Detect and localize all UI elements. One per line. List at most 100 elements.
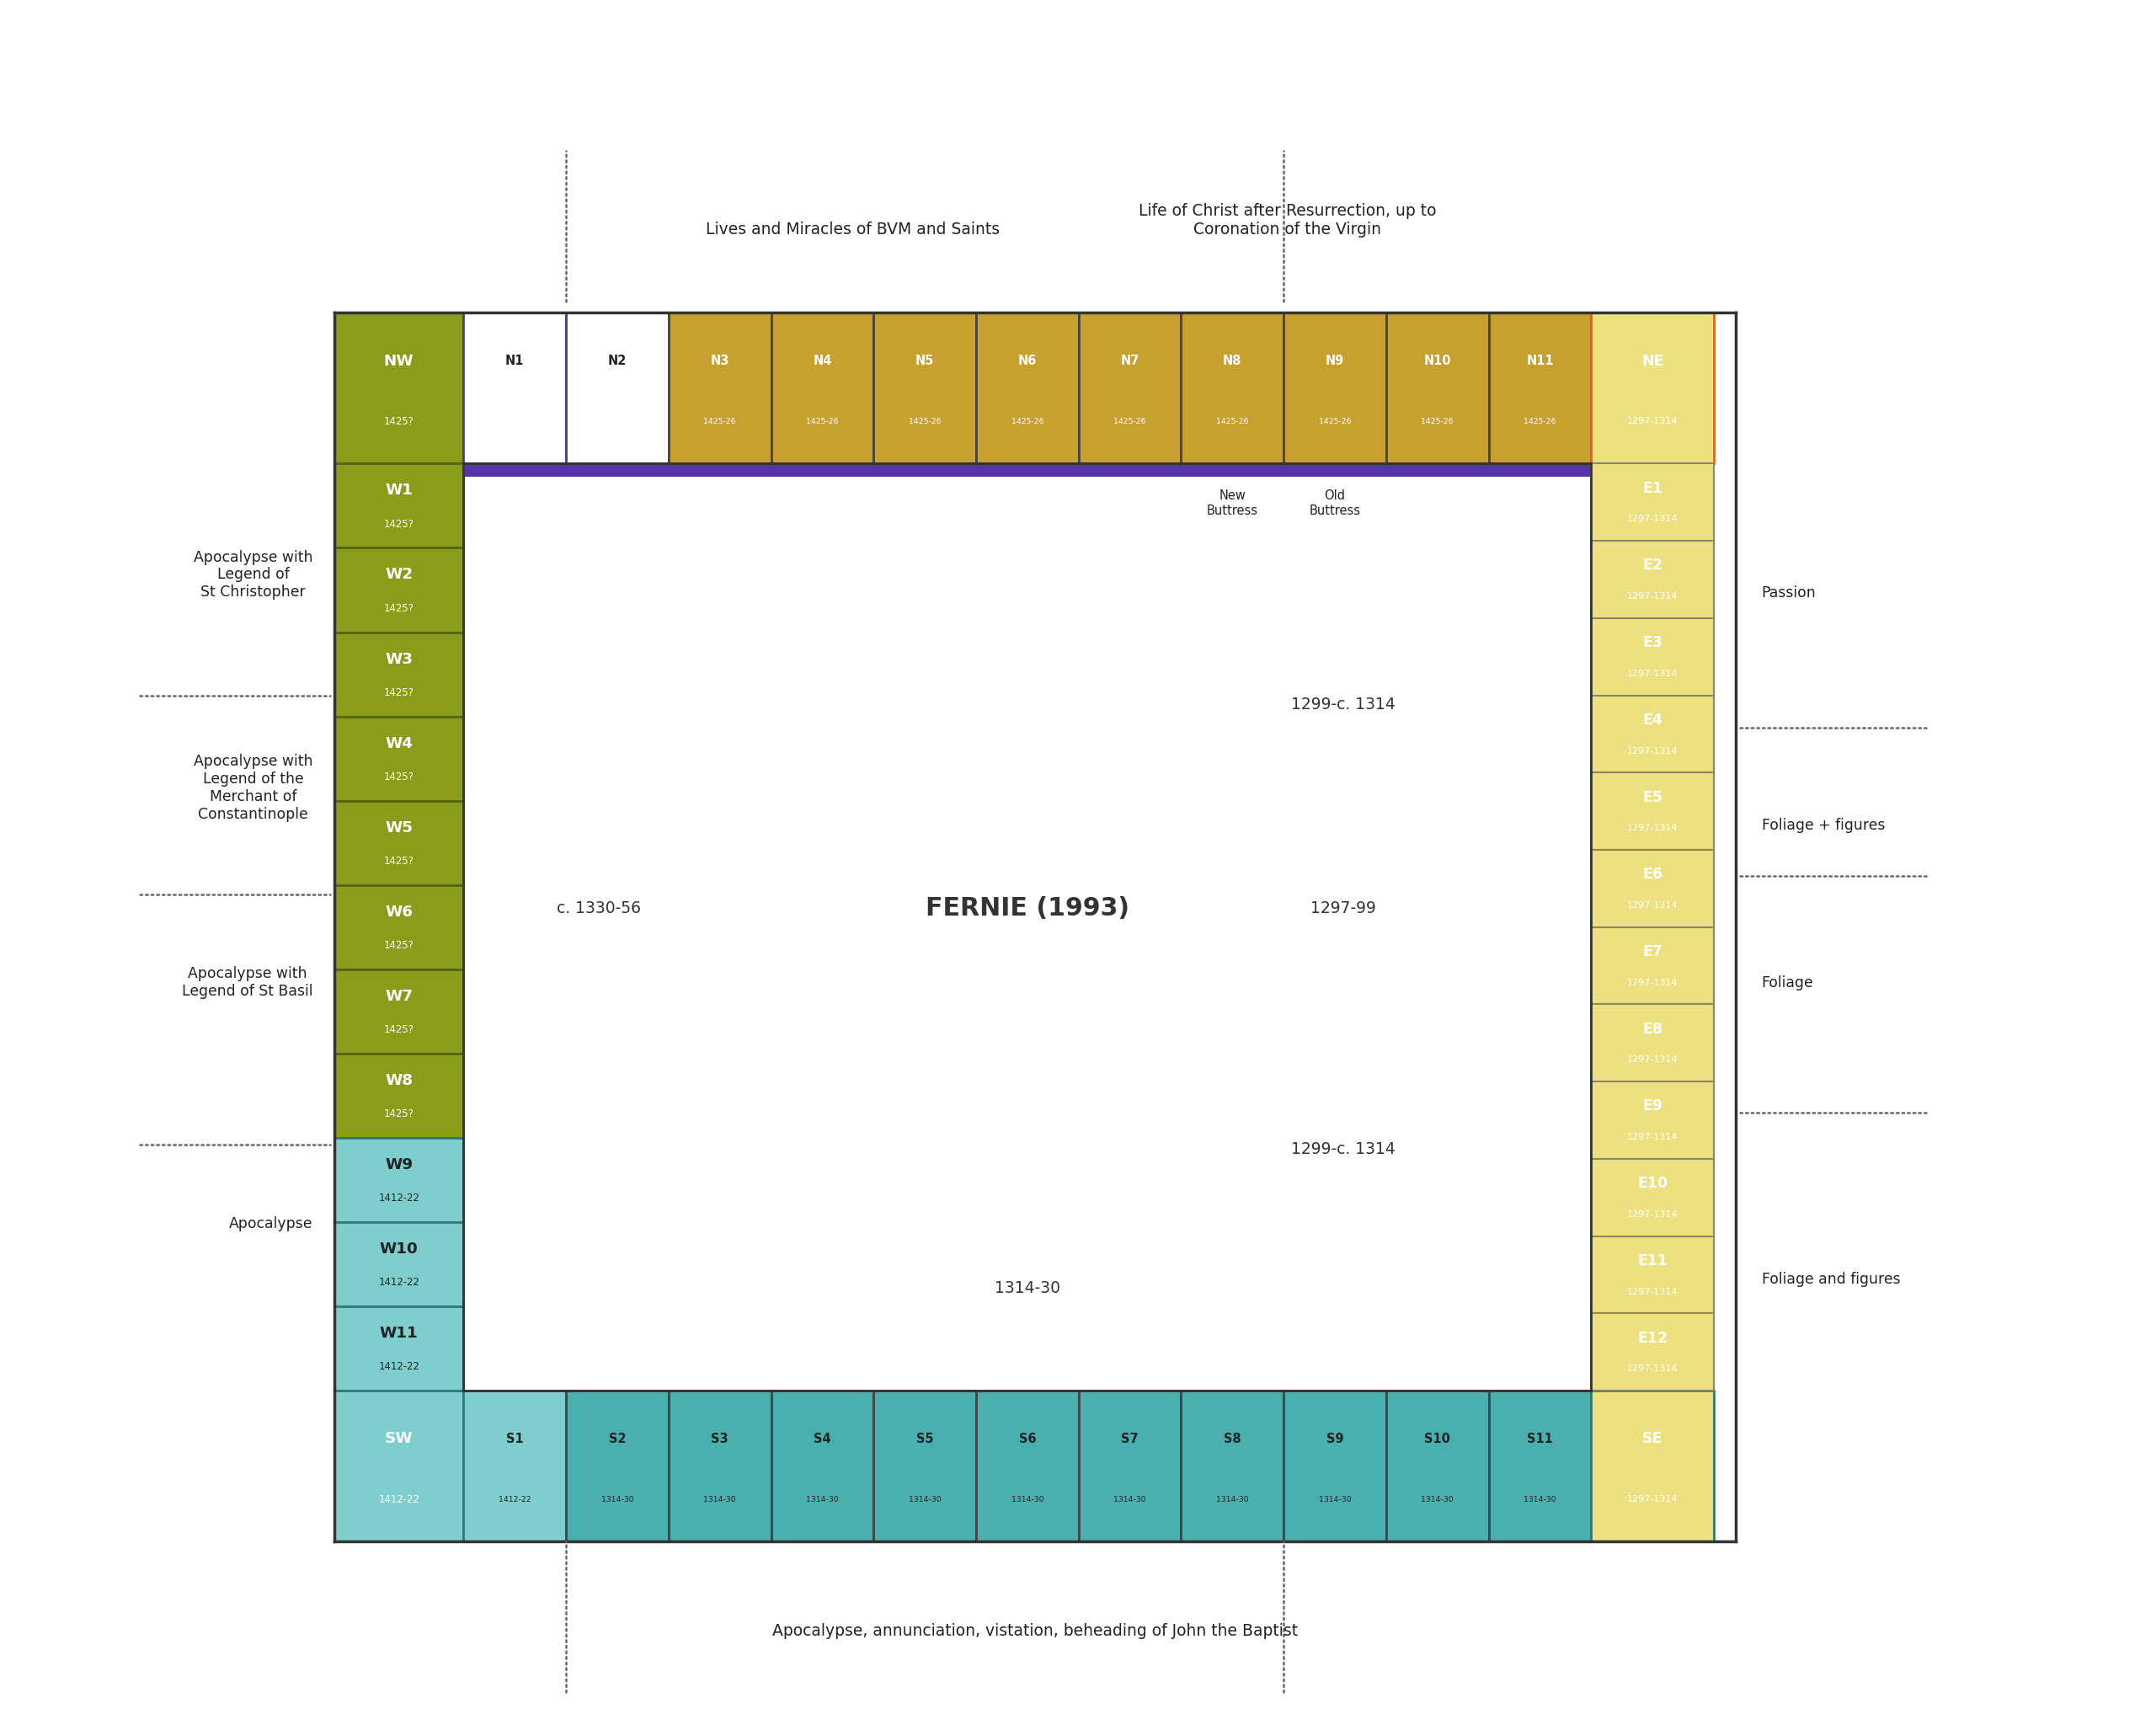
Text: Life of Christ after Resurrection, up to
Coronation of the Virgin: Life of Christ after Resurrection, up to… xyxy=(1138,202,1436,237)
Text: 1425-26: 1425-26 xyxy=(1216,418,1248,425)
Text: E4: E4 xyxy=(1643,713,1662,728)
Text: 1425?: 1425? xyxy=(384,519,414,530)
Text: Foliage + figures: Foliage + figures xyxy=(1761,818,1884,833)
Bar xyxy=(1591,927,1714,1004)
Text: E11: E11 xyxy=(1636,1253,1669,1268)
Text: W8: W8 xyxy=(386,1073,412,1088)
Bar xyxy=(1078,312,1181,463)
Text: Apocalypse with
Legend of the
Merchant of
Constantinople: Apocalypse with Legend of the Merchant o… xyxy=(194,754,313,823)
Text: E3: E3 xyxy=(1643,636,1662,650)
Text: W2: W2 xyxy=(386,567,412,583)
Text: Old
Buttress: Old Buttress xyxy=(1309,490,1360,516)
Text: S2: S2 xyxy=(608,1433,625,1445)
Text: E12: E12 xyxy=(1636,1330,1669,1345)
Bar xyxy=(1591,1390,1714,1541)
Text: 1299-c. 1314: 1299-c. 1314 xyxy=(1291,1142,1395,1157)
Text: 1425-26: 1425-26 xyxy=(1011,418,1044,425)
Text: 1425-26: 1425-26 xyxy=(806,418,839,425)
Text: 1297-1314: 1297-1314 xyxy=(1628,670,1677,679)
Text: 1314-30: 1314-30 xyxy=(994,1280,1061,1296)
Text: 1425?: 1425? xyxy=(384,417,414,427)
Bar xyxy=(1488,1390,1591,1541)
Bar xyxy=(334,1138,464,1222)
Text: 1412-22: 1412-22 xyxy=(377,1193,420,1203)
Text: 1314-30: 1314-30 xyxy=(1216,1495,1248,1503)
Text: 1297-1314: 1297-1314 xyxy=(1628,514,1677,523)
Text: 1425-26: 1425-26 xyxy=(703,418,735,425)
Text: N10: N10 xyxy=(1423,355,1451,367)
Text: E10: E10 xyxy=(1636,1176,1669,1191)
Bar xyxy=(1591,1236,1714,1313)
Bar xyxy=(334,632,464,716)
Text: W6: W6 xyxy=(386,905,412,919)
Text: E9: E9 xyxy=(1643,1099,1662,1114)
Bar xyxy=(1283,1390,1386,1541)
Bar xyxy=(1386,312,1488,463)
Bar xyxy=(1591,927,1613,1004)
Text: 1425?: 1425? xyxy=(384,687,414,698)
Bar xyxy=(334,1054,464,1138)
Bar xyxy=(977,312,1078,463)
Text: Foliage and figures: Foliage and figures xyxy=(1761,1272,1899,1287)
Bar xyxy=(873,1390,977,1541)
Text: 1299-c. 1314: 1299-c. 1314 xyxy=(1291,696,1395,713)
Bar xyxy=(464,463,1591,1390)
Text: W1: W1 xyxy=(386,483,412,499)
Bar xyxy=(1591,619,1714,696)
Text: SE: SE xyxy=(1643,1431,1662,1447)
Text: Apocalypse with
Legend of St Basil: Apocalypse with Legend of St Basil xyxy=(181,967,313,999)
Text: 1412-22: 1412-22 xyxy=(377,1495,420,1505)
Text: 1297-1314: 1297-1314 xyxy=(1628,902,1677,910)
Text: W3: W3 xyxy=(386,651,412,667)
Bar xyxy=(567,1390,668,1541)
Text: 1297-1314: 1297-1314 xyxy=(1628,1056,1677,1064)
Text: S9: S9 xyxy=(1326,1433,1343,1445)
Text: W5: W5 xyxy=(386,819,412,835)
Text: Apocalypse, annunciation, vistation, beheading of John the Baptist: Apocalypse, annunciation, vistation, beh… xyxy=(772,1623,1298,1640)
Text: E7: E7 xyxy=(1643,944,1662,960)
Bar xyxy=(334,548,464,632)
Text: 1425?: 1425? xyxy=(384,941,414,951)
Bar xyxy=(334,463,464,548)
Text: New
Buttress: New Buttress xyxy=(1207,490,1259,516)
Text: N1: N1 xyxy=(505,355,524,367)
Bar xyxy=(1591,463,1613,1390)
Bar xyxy=(464,463,1591,476)
Text: E6: E6 xyxy=(1643,867,1662,883)
Text: Lives and Miracles of BVM and Saints: Lives and Miracles of BVM and Saints xyxy=(705,221,1000,237)
Text: 1314-30: 1314-30 xyxy=(1115,1495,1147,1503)
Text: N5: N5 xyxy=(916,355,934,367)
Bar xyxy=(1591,1159,1714,1236)
Bar xyxy=(977,1390,1078,1541)
Bar xyxy=(1591,542,1714,619)
Bar xyxy=(334,716,464,800)
Bar xyxy=(1591,850,1714,927)
Text: 1412-22: 1412-22 xyxy=(377,1361,420,1373)
Text: N8: N8 xyxy=(1222,355,1242,367)
Text: S11: S11 xyxy=(1526,1433,1552,1445)
Bar xyxy=(1591,1082,1714,1159)
Bar xyxy=(334,1222,464,1306)
Bar xyxy=(464,1390,567,1541)
Text: N3: N3 xyxy=(709,355,729,367)
Bar xyxy=(1488,312,1591,463)
Bar xyxy=(567,312,668,463)
Text: W9: W9 xyxy=(386,1157,412,1172)
Text: FERNIE (1993): FERNIE (1993) xyxy=(925,896,1130,920)
Bar xyxy=(1591,312,1714,463)
Text: 1297-1314: 1297-1314 xyxy=(1628,417,1677,425)
Bar xyxy=(1283,312,1386,463)
Text: 1314-30: 1314-30 xyxy=(1524,1495,1557,1503)
Text: 1314-30: 1314-30 xyxy=(1011,1495,1044,1503)
Text: 1297-1314: 1297-1314 xyxy=(1628,979,1677,987)
Text: 1297-1314: 1297-1314 xyxy=(1628,1495,1677,1503)
Text: E8: E8 xyxy=(1643,1022,1662,1037)
Bar xyxy=(1181,1390,1283,1541)
Text: N2: N2 xyxy=(608,355,627,367)
Text: S8: S8 xyxy=(1225,1433,1242,1445)
Text: S6: S6 xyxy=(1018,1433,1037,1445)
Bar xyxy=(873,312,977,463)
Text: 1297-1314: 1297-1314 xyxy=(1628,747,1677,756)
Text: 1412-22: 1412-22 xyxy=(498,1495,530,1503)
Text: S1: S1 xyxy=(507,1433,524,1445)
